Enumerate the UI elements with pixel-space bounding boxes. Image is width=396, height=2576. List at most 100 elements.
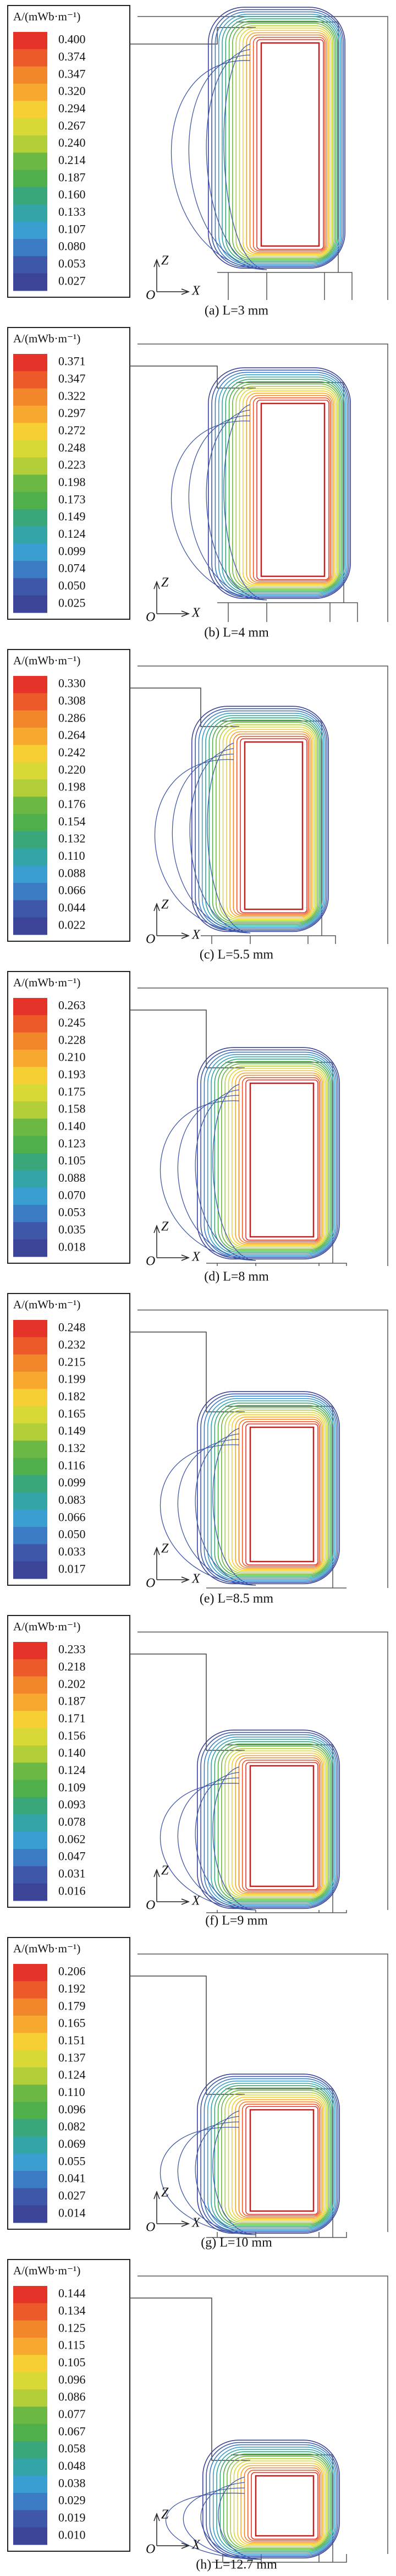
- contour: [198, 710, 326, 930]
- legend-label: 0.017: [58, 1562, 86, 1575]
- contour: [252, 397, 331, 582]
- legend-title: A/(mWb·m⁻¹): [13, 332, 80, 345]
- legend-swatch: [13, 693, 47, 711]
- caption: (e) L=8.5 mm: [200, 1592, 274, 1606]
- legend-swatch: [13, 239, 47, 256]
- frame: [138, 1953, 388, 2232]
- legend-label: 0.160: [58, 188, 86, 201]
- legend-label: 0.202: [58, 1677, 86, 1690]
- legend-swatch: [13, 2441, 47, 2459]
- contour: [214, 1402, 332, 1578]
- legend-label: 0.263: [58, 998, 86, 1012]
- legend-label: 0.179: [58, 1999, 86, 2012]
- legend-swatch: [13, 1354, 47, 1372]
- legend-swatch: [13, 187, 47, 205]
- frame: [138, 2275, 388, 2554]
- coil: [249, 1082, 315, 1238]
- legend-swatch: [13, 2303, 47, 2321]
- contour: [235, 25, 333, 258]
- caption: (c) L=5.5 mm: [200, 948, 274, 962]
- frame: [138, 1309, 388, 1588]
- coil: [249, 2109, 315, 2212]
- legend-swatch: [13, 118, 47, 136]
- contour: [212, 719, 320, 924]
- axis-x-label: X: [191, 1250, 201, 1264]
- contour: [188, 54, 267, 270]
- axis-z-label: Z: [161, 1542, 169, 1556]
- leader-line: [130, 1975, 245, 2095]
- legend-swatch: [13, 2424, 47, 2442]
- legend-swatch: [13, 423, 47, 441]
- contour: [207, 7, 345, 269]
- contour: [228, 1068, 326, 1248]
- legend-title: A/(mWb·m⁻¹): [13, 976, 80, 989]
- legend-label: 0.232: [58, 1338, 86, 1351]
- legend-swatch: [13, 1762, 47, 1781]
- contour: [216, 722, 318, 923]
- contour: [214, 1741, 332, 1902]
- legend-label: 0.374: [58, 50, 86, 63]
- legend-swatch: [13, 1440, 47, 1459]
- legend-swatch: [13, 2188, 47, 2206]
- axis-arrows: [153, 1546, 190, 1583]
- legend-label: 0.066: [58, 883, 86, 897]
- axis-arrows: [153, 1224, 190, 1261]
- legend-swatch: [13, 221, 47, 239]
- legend-swatch: [13, 440, 47, 458]
- contour: [242, 30, 330, 255]
- legend-label: 0.272: [58, 423, 86, 437]
- legend-swatch: [13, 1527, 47, 1544]
- contour: [236, 736, 309, 915]
- legend-swatch: [13, 676, 47, 694]
- legend-swatch: [13, 848, 47, 866]
- legend-label: 0.132: [58, 1441, 86, 1455]
- contour: [212, 1428, 256, 1586]
- contour: [201, 713, 324, 928]
- contour: [170, 60, 267, 270]
- contour: [205, 715, 323, 927]
- contour: [218, 2476, 262, 2560]
- legend-swatch: [13, 1389, 47, 1407]
- legend-swatch: [13, 204, 47, 222]
- legend-label: 0.099: [58, 544, 86, 558]
- legend-label: 0.151: [58, 2033, 86, 2047]
- panel: A/(mWb·m⁻¹) 0.248 0.232 0.215 0.199 0.182 0.16…: [7, 1293, 388, 1606]
- legend-label: 0.069: [58, 2137, 86, 2151]
- contour: [228, 1412, 326, 1573]
- contour: [235, 1416, 323, 1570]
- legend-swatch: [13, 1659, 47, 1677]
- legend-label: 0.124: [58, 1763, 86, 1777]
- contour: [231, 2097, 324, 2220]
- contour: [224, 2092, 328, 2223]
- contour: [200, 2076, 339, 2233]
- contour: [212, 1766, 256, 1911]
- legend-label: 0.062: [58, 1832, 86, 1846]
- legend-swatch: [13, 1475, 47, 1493]
- legend-label: 0.105: [58, 2355, 86, 2369]
- coil: [260, 402, 326, 577]
- axis-x-label: X: [191, 2538, 201, 2552]
- contour: [218, 374, 346, 595]
- legend-swatch: [13, 474, 47, 493]
- contour: [249, 395, 333, 583]
- legend-swatch: [13, 2389, 47, 2407]
- contour: [215, 11, 343, 266]
- contour: [160, 1783, 256, 1911]
- legend-label: 0.149: [58, 510, 86, 523]
- contour: [212, 2110, 256, 2235]
- contour: [221, 1063, 329, 1250]
- contour: [200, 2482, 262, 2560]
- legend-swatch: [13, 1745, 47, 1763]
- axis-x-label: X: [191, 1572, 201, 1586]
- legend-label: 0.199: [58, 1372, 86, 1386]
- contour: [217, 1061, 331, 1252]
- legend-label: 0.248: [58, 1320, 86, 1334]
- legend-label: 0.010: [58, 2528, 86, 2541]
- contour: [211, 2083, 334, 2229]
- contour: [246, 392, 334, 585]
- legend-swatch: [13, 1544, 47, 1562]
- contour: [188, 415, 267, 601]
- legend-swatch: [13, 2205, 47, 2223]
- legend-label: 0.080: [58, 239, 86, 253]
- legend-label: 0.140: [58, 1746, 86, 1760]
